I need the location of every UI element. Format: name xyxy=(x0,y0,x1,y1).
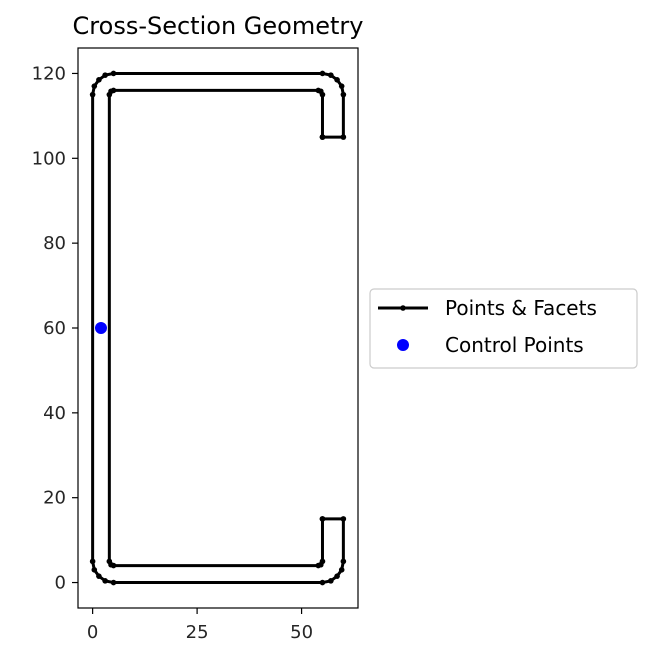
facet-point-inner-0 xyxy=(319,134,326,140)
facet-point-inner-3 xyxy=(315,87,322,94)
legend: Points & Facets Control Points xyxy=(369,288,638,369)
facet-point-outer-19 xyxy=(334,77,340,83)
facet-point-outer-6 xyxy=(319,579,326,586)
facet-point-outer-13 xyxy=(91,83,98,89)
y-tick-label-40: 40 xyxy=(43,403,66,424)
x-tick-label-0: 0 xyxy=(87,622,98,643)
facet-point-outer-10 xyxy=(91,567,98,573)
chart-title: Cross-Section Geometry xyxy=(73,12,364,40)
facet-point-outer-8 xyxy=(102,578,108,584)
y-tick-label-80: 80 xyxy=(43,233,66,254)
axes: 0 25 50 0 20 40 60 80 100 120 xyxy=(32,47,359,643)
legend-label-facets: Points & Facets xyxy=(445,296,597,320)
facet-point-inner-6 xyxy=(106,91,113,98)
facet-point-inner-9 xyxy=(110,562,117,569)
facet-point-outer-14 xyxy=(96,77,102,83)
facet-line-outer xyxy=(91,71,345,585)
facet-point-outer-12 xyxy=(89,91,96,98)
facet-point-outer-1 xyxy=(340,516,347,522)
facet-line-inner xyxy=(107,88,324,568)
facet-point-outer-2 xyxy=(340,558,347,565)
legend-marker-control xyxy=(397,339,409,351)
facet-point-outer-17 xyxy=(319,70,326,77)
facet-point-inner-12 xyxy=(319,558,326,565)
y-tick-label-20: 20 xyxy=(43,488,66,509)
y-tick-label-100: 100 xyxy=(32,148,66,169)
y-tick-label-60: 60 xyxy=(43,318,66,339)
control-point-0 xyxy=(94,322,107,334)
facet-point-outer-18 xyxy=(328,72,334,78)
facet-point-outer-15 xyxy=(102,72,108,78)
facet-point-outer-11 xyxy=(89,558,96,565)
x-tick-label-25: 25 xyxy=(186,622,209,643)
legend-label-control: Control Points xyxy=(445,333,584,357)
legend-line-marker xyxy=(400,305,406,311)
facet-point-outer-3 xyxy=(338,567,345,573)
x-tick-label-50: 50 xyxy=(290,622,313,643)
y-tick-label-120: 120 xyxy=(32,63,66,84)
axes-frame xyxy=(77,47,359,609)
facet-point-outer-9 xyxy=(96,573,102,579)
legend-box xyxy=(369,288,638,369)
facet-point-outer-5 xyxy=(328,578,334,584)
plot-area xyxy=(89,70,347,586)
facet-point-outer-7 xyxy=(110,579,117,586)
facet-point-outer-20 xyxy=(338,83,345,89)
facet-point-inner-13 xyxy=(319,516,326,522)
facet-point-outer-16 xyxy=(110,70,117,77)
facet-point-outer-21 xyxy=(340,91,347,98)
y-tick-label-0: 0 xyxy=(55,573,66,594)
facet-point-outer-4 xyxy=(334,573,340,579)
facet-point-outer-22 xyxy=(340,134,347,140)
